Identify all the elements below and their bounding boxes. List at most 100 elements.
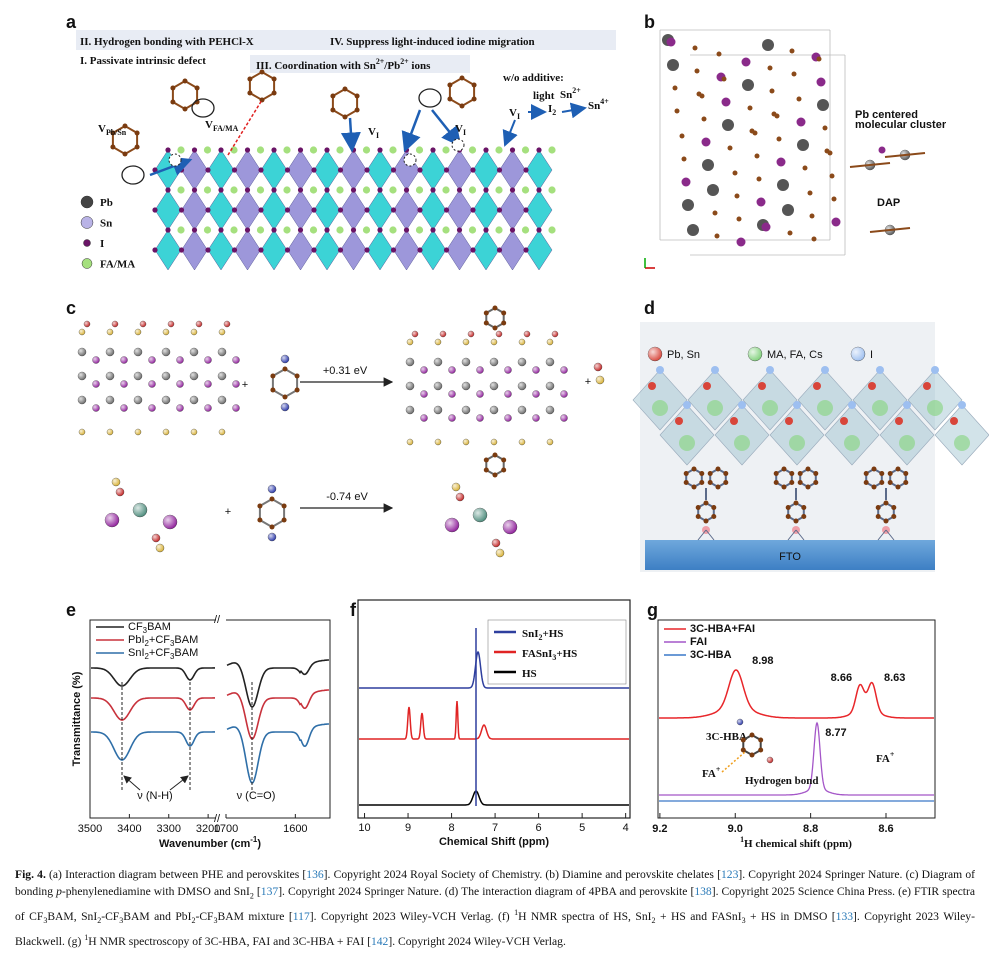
atom (749, 752, 755, 758)
caption-text: BAM, SnI (47, 910, 98, 924)
octahedron (234, 229, 261, 271)
atom (681, 156, 687, 162)
reference[interactable]: 136 (306, 868, 324, 881)
text-run: V (455, 123, 463, 135)
iodine (258, 207, 264, 213)
atom-shine (748, 347, 762, 361)
atom (342, 86, 348, 92)
atom-shine (473, 508, 487, 522)
legend-label: CF3BAM (128, 621, 171, 635)
iodine (337, 247, 344, 253)
legend-symbol (81, 258, 93, 269)
octahedron (154, 189, 182, 231)
atom (813, 471, 819, 476)
ring (742, 733, 762, 757)
atom (895, 466, 901, 472)
reference[interactable]: 142 (370, 935, 389, 949)
metal (923, 382, 931, 390)
iodine (152, 167, 158, 173)
metal (675, 417, 683, 425)
cation (927, 400, 943, 416)
peak-label: 8.63 (884, 672, 905, 684)
iodine (536, 147, 542, 153)
annotation: light (533, 90, 555, 102)
iodine (350, 187, 357, 193)
atom (796, 96, 802, 102)
atom (682, 199, 694, 211)
annotation: IV. Suppress light-induced iodine migrat… (330, 36, 535, 48)
atom-shine (148, 380, 156, 388)
atom-shine (204, 380, 212, 388)
x-tick-label: 3300 (157, 823, 181, 835)
atom-shine (594, 363, 602, 371)
octahedron (419, 189, 447, 231)
iodine (244, 147, 251, 153)
iodine (284, 207, 291, 213)
atom (875, 514, 881, 519)
text-run: I (376, 131, 379, 140)
atom (354, 107, 360, 113)
atom (110, 144, 116, 150)
atom (270, 387, 276, 393)
atom-shine (546, 358, 554, 366)
cation (899, 435, 915, 451)
atom (777, 179, 789, 191)
atom (354, 93, 360, 99)
atom-shine (648, 347, 662, 361)
iodine (231, 167, 238, 173)
text-run: H chemical shift (ppm) (744, 838, 852, 850)
highlight (191, 98, 215, 118)
reference[interactable]: 137 (260, 885, 279, 898)
annotation: molecular cluster (855, 119, 947, 131)
atom-shine (163, 515, 177, 529)
atom-shine (518, 406, 526, 414)
cation (521, 226, 530, 234)
arrow (149, 156, 193, 177)
iodine (165, 227, 171, 233)
reference[interactable]: 123 (720, 868, 739, 881)
spectrum (226, 689, 329, 740)
cation (309, 186, 318, 194)
atom (483, 320, 489, 326)
text-run: SnI (128, 647, 145, 659)
atom (807, 190, 813, 196)
atom-shine (106, 372, 114, 380)
text-run: HS (522, 668, 537, 680)
atom (742, 79, 754, 91)
iodine (443, 167, 450, 173)
atom-shine (281, 355, 289, 363)
panel-label: a (66, 12, 77, 32)
vacancy (168, 153, 182, 167)
arrow (401, 109, 422, 153)
atom-shine (92, 356, 100, 364)
atom (471, 82, 477, 88)
annotation: ν (C=O) (237, 790, 276, 802)
octahedron (313, 149, 341, 191)
reference[interactable]: 138 (694, 885, 712, 898)
atom-shine (448, 366, 456, 374)
atom (122, 151, 128, 157)
atom (182, 106, 188, 112)
atom-shine (218, 396, 226, 404)
atom (707, 480, 713, 485)
arrow (502, 119, 518, 147)
bond (795, 529, 805, 541)
reference[interactable]: 117 (292, 910, 310, 924)
atom-shine (134, 348, 142, 356)
atom-shine (476, 366, 484, 374)
annotation: II. Hydrogen bonding with PEHCl-X (80, 36, 254, 48)
atom-shine (116, 488, 124, 496)
octahedron (472, 149, 500, 191)
atom (831, 217, 841, 227)
atom (715, 466, 721, 472)
atom-shine (152, 534, 160, 542)
iodine (218, 187, 224, 193)
reference[interactable]: 133 (835, 910, 854, 924)
text-run: 3 (143, 626, 148, 635)
x-tick-label: 5 (579, 822, 585, 834)
atom (762, 39, 774, 51)
caption-text: ]. Copyright 2024 Springer Nature. (c) D… (15, 868, 976, 898)
atom (483, 310, 489, 316)
atom (695, 505, 701, 510)
text-run: -1 (250, 835, 258, 844)
